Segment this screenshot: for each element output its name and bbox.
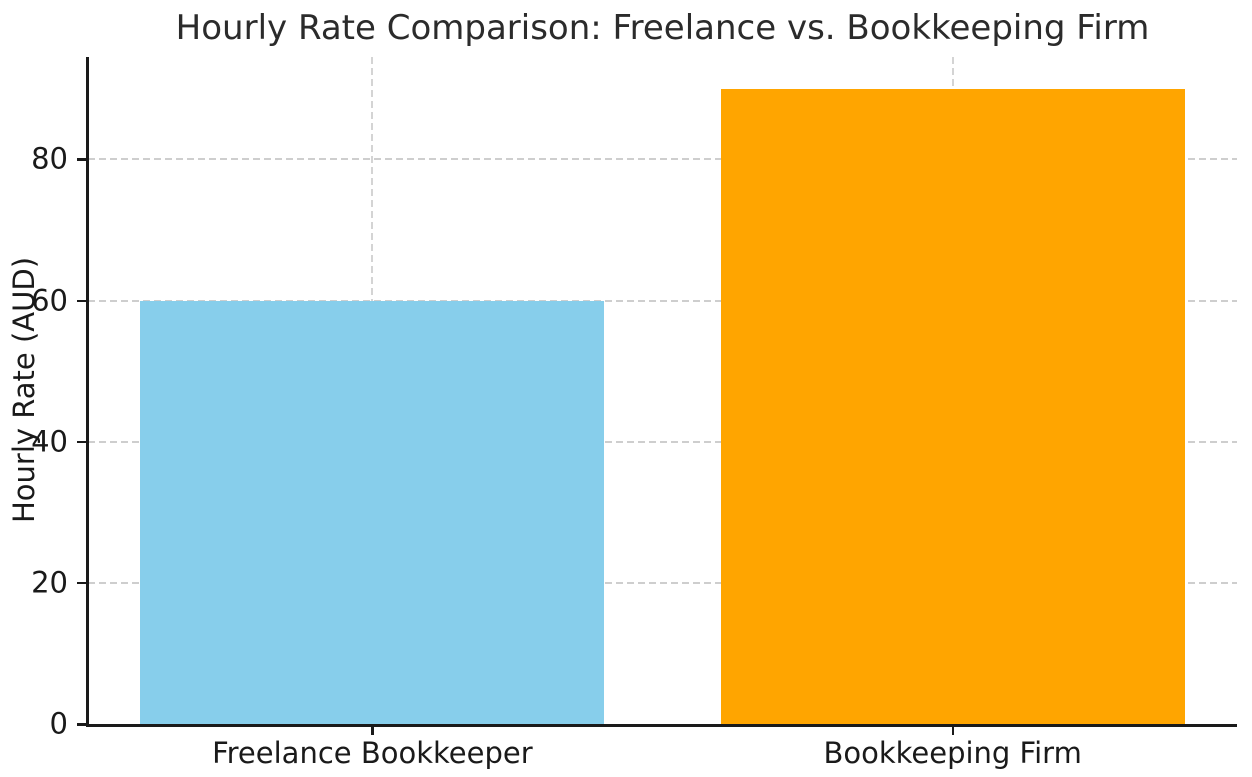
h-gridline-40 (88, 440, 1237, 443)
plot-area (88, 57, 1237, 724)
y-tick-mark-40 (77, 440, 86, 444)
x-axis-spine (86, 724, 1237, 727)
x-tick-mark-0 (371, 726, 374, 735)
h-gridline-60 (88, 299, 1237, 302)
y-tick-mark-0 (77, 723, 86, 726)
y-tick-mark-20 (77, 581, 86, 585)
y-tick-label-20: 20 (31, 565, 68, 600)
y-tick-label-0: 0 (49, 706, 68, 741)
y-tick-label-80: 80 (31, 141, 68, 176)
bar-bookkeeping-firm (720, 88, 1185, 724)
x-tick-mark-1 (951, 726, 955, 735)
h-gridline-20 (88, 581, 1237, 584)
chart-title: Hourly Rate Comparison: Freelance vs. Bo… (175, 8, 1150, 48)
y-tick-label-60: 60 (31, 283, 68, 317)
y-tick-label-40: 40 (31, 424, 68, 459)
bar-freelance-bookkeeper (140, 300, 605, 724)
y-axis-spine (86, 57, 89, 724)
h-gridline-80 (88, 158, 1237, 161)
y-tick-mark-60 (77, 299, 86, 302)
x-tick-label-1: Bookkeeping Firm (823, 736, 1082, 770)
y-tick-mark-80 (77, 158, 86, 161)
x-tick-label-0: Freelance Bookkeeper (212, 736, 533, 770)
